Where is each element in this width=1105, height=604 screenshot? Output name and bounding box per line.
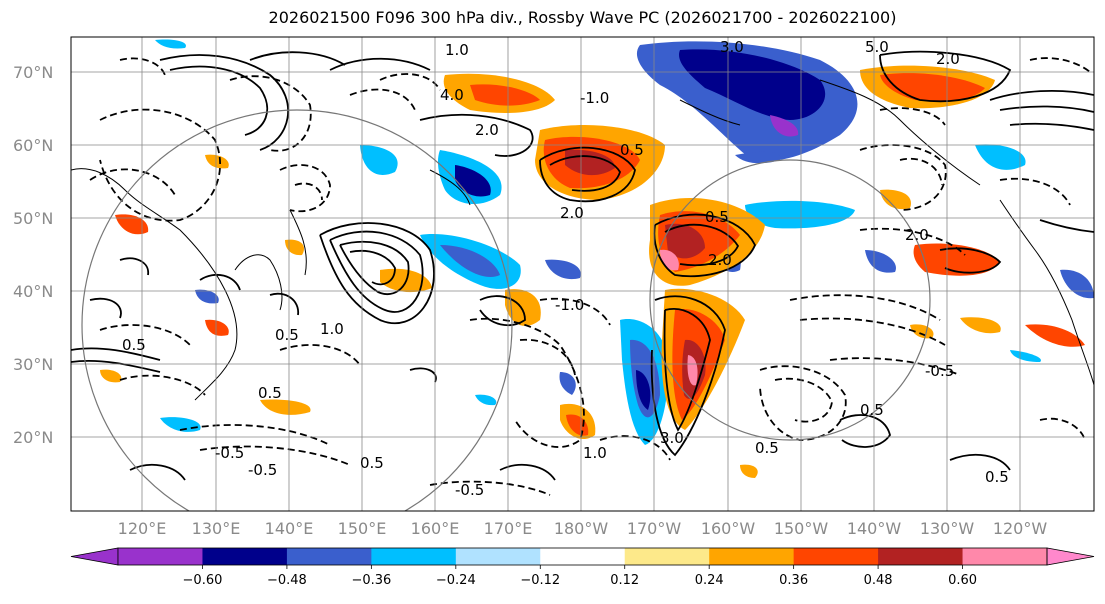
lon-label: 160°W: [701, 519, 756, 538]
longitude-labels: 120°E 130°E 140°E 150°E 160°E 170°E 180°…: [118, 519, 1048, 538]
contour-label: 0.5: [275, 326, 299, 344]
colorbar-extension-high: [1046, 547, 1095, 566]
colorbar-tick-label: −0.24: [436, 573, 476, 588]
contour-label: 1.0: [320, 320, 344, 338]
colorbar-segment: [878, 548, 964, 565]
map-title: 2026021500 F096 300 hPa div., Rossby Wav…: [268, 8, 897, 27]
contour-label: -0.5: [455, 481, 484, 499]
lon-label: 120°E: [118, 519, 167, 538]
coastlines: [71, 79, 1094, 401]
contour-label: 4.0: [440, 86, 464, 104]
lon-label: 180°W: [554, 519, 609, 538]
contour-label: -0.5: [925, 362, 954, 380]
colorbar-segment: [624, 548, 710, 565]
colorbar-segment: [202, 548, 288, 565]
colorbar-tick-label: −0.48: [267, 573, 307, 588]
contour-label: 2.0: [560, 204, 584, 222]
colorbar-segment: [371, 548, 457, 565]
lat-label: 70°N: [13, 63, 53, 82]
region-circle-east: [649, 159, 931, 441]
contour-label: 3.0: [720, 38, 744, 56]
contour-label: -0.5: [215, 444, 244, 462]
colorbar-tick-label: −0.60: [183, 573, 223, 588]
lon-label: 150°E: [338, 519, 387, 538]
contour-label: 0.5: [122, 336, 146, 354]
shading-positive: [100, 65, 1085, 478]
contour-label: 2.0: [708, 251, 732, 269]
contour-label: 2.0: [475, 121, 499, 139]
contour-label: 5.0: [865, 38, 889, 56]
map-field-layer: [71, 39, 1094, 496]
shading-negative: [155, 39, 1094, 445]
colorbar-extension-low: [70, 547, 119, 566]
lat-label: 30°N: [13, 355, 53, 374]
contour-label: -1.0: [580, 89, 609, 107]
contour-labels: 1.0 3.0 5.0 2.0 4.0 -1.0 2.0 0.5 2.0 0.5…: [122, 38, 1009, 499]
colorbar-tick-label: 0.12: [610, 573, 639, 588]
contour-label: -0.5: [248, 461, 277, 479]
contours-solid: [71, 50, 1094, 481]
contour-label: -1.0: [555, 296, 584, 314]
colorbar: −0.60 −0.48 −0.36 −0.24 −0.12 0.12 0.24 0.36 0.4…: [70, 547, 1095, 588]
lat-label: 20°N: [13, 428, 53, 447]
contour-label: 3.0: [660, 429, 684, 447]
contour-label: 2.0: [905, 226, 929, 244]
region-circle-west: [81, 109, 513, 511]
colorbar-segment: [540, 548, 626, 565]
contour-label: 1.0: [445, 41, 469, 59]
lon-label: 170°W: [627, 519, 682, 538]
colorbar-tick-label: −0.12: [520, 573, 560, 588]
lat-label: 40°N: [13, 282, 53, 301]
lon-label: 150°W: [774, 519, 829, 538]
contour-label: 0.5: [860, 401, 884, 419]
lat-label: 60°N: [13, 136, 53, 155]
contours-dashed: [89, 57, 1091, 496]
colorbar-tick-label: −0.36: [351, 573, 391, 588]
lon-label: 130°E: [192, 519, 241, 538]
lon-label: 130°W: [920, 519, 975, 538]
lon-label: 140°E: [265, 519, 314, 538]
colorbar-tick-label: 0.24: [695, 573, 724, 588]
lat-label: 50°N: [13, 209, 53, 228]
colorbar-segment: [793, 548, 879, 565]
colorbar-tick-label: 0.60: [948, 573, 977, 588]
map-frame: [70, 36, 1095, 512]
colorbar-segment: [709, 548, 795, 565]
contour-label: 0.5: [755, 439, 779, 457]
colorbar-tick-label: 0.48: [864, 573, 893, 588]
colorbar-segment: [962, 548, 1048, 565]
lon-label: 120°W: [993, 519, 1048, 538]
contour-label: 0.5: [705, 208, 729, 226]
graticule: [71, 37, 1094, 511]
contour-label: 1.0: [583, 444, 607, 462]
contour-label: 0.5: [620, 141, 644, 159]
colorbar-segment: [455, 548, 541, 565]
latitude-labels: 70°N 60°N 50°N 40°N 30°N 20°N: [13, 63, 53, 447]
contour-label: 0.5: [985, 468, 1009, 486]
colorbar-segment: [118, 548, 203, 565]
contour-label: 0.5: [360, 454, 384, 472]
contour-label: 2.0: [936, 50, 960, 68]
lon-label: 170°E: [484, 519, 533, 538]
colorbar-segment: [286, 548, 372, 565]
lon-label: 140°W: [847, 519, 902, 538]
colorbar-outline: [117, 547, 1048, 566]
contour-label: 0.5: [258, 384, 282, 402]
lon-label: 160°E: [411, 519, 460, 538]
colorbar-tick-label: 0.36: [779, 573, 808, 588]
